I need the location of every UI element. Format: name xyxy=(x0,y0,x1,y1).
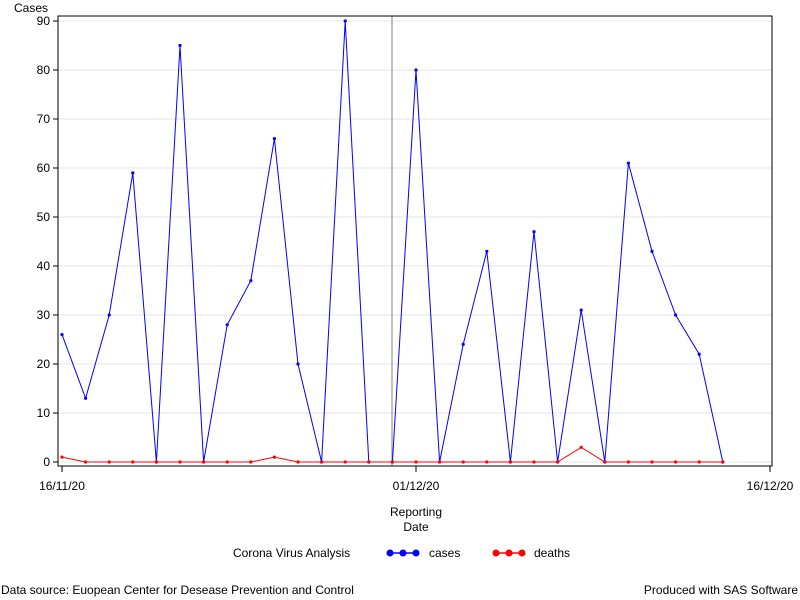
data-point-cases xyxy=(178,43,182,48)
data-point-cases xyxy=(697,352,701,356)
y-tick-label: 40 xyxy=(37,259,51,273)
y-tick-label: 70 xyxy=(37,112,51,126)
x-axis-title-line2: Date xyxy=(403,520,429,534)
data-point-deaths xyxy=(390,460,394,464)
y-axis-title: Cases xyxy=(14,1,48,15)
data-point-deaths xyxy=(249,460,253,464)
data-point-deaths xyxy=(461,460,465,464)
footer-produced: Produced with SAS Software xyxy=(643,583,798,597)
x-tick-label: 16/12/20 xyxy=(747,479,794,493)
data-point-deaths xyxy=(414,460,418,464)
data-point-deaths xyxy=(674,460,678,464)
data-point-cases xyxy=(84,396,88,400)
data-point-deaths xyxy=(296,460,300,464)
data-point-cases xyxy=(343,19,347,23)
data-point-cases xyxy=(107,313,111,317)
data-point-cases xyxy=(60,333,64,337)
y-tick-label: 0 xyxy=(43,455,50,469)
data-point-cases xyxy=(249,279,253,283)
x-tick-label: 01/12/20 xyxy=(393,479,440,493)
data-point-deaths xyxy=(579,445,583,449)
data-point-deaths xyxy=(650,460,654,464)
data-point-deaths xyxy=(343,460,347,464)
series-group xyxy=(60,19,725,464)
legend-label-cases: cases xyxy=(429,546,460,560)
data-point-deaths xyxy=(60,455,64,459)
data-point-deaths xyxy=(697,460,701,464)
data-point-cases xyxy=(461,342,465,346)
footer-source: Data source: Euopean Center for Desease … xyxy=(1,583,354,597)
data-point-cases xyxy=(532,230,536,234)
data-point-deaths xyxy=(178,460,182,464)
data-point-deaths xyxy=(202,460,206,464)
data-point-deaths xyxy=(556,460,560,464)
data-point-deaths xyxy=(626,460,631,464)
data-point-cases xyxy=(650,249,654,253)
data-point-cases xyxy=(296,362,300,366)
data-point-deaths xyxy=(367,460,371,464)
y-tick-label: 20 xyxy=(37,357,51,371)
y-tick-label: 80 xyxy=(37,63,51,77)
data-point-deaths xyxy=(225,460,229,464)
data-point-cases xyxy=(579,308,583,312)
x-tick-label: 16/11/20 xyxy=(39,479,85,493)
data-point-deaths xyxy=(320,460,324,464)
y-tick-label: 60 xyxy=(37,161,51,175)
legend-symbol-cases xyxy=(386,549,420,557)
y-axis: 0 10 20 30 40 50 60 70 80 90 xyxy=(37,14,58,469)
data-point-cases xyxy=(626,161,631,165)
data-point-cases xyxy=(225,323,229,327)
data-point-deaths xyxy=(272,455,276,459)
y-tick-label: 10 xyxy=(37,406,51,420)
data-point-deaths xyxy=(154,460,158,464)
y-tick-label: 30 xyxy=(37,308,51,322)
data-point-cases xyxy=(414,68,418,72)
legend-title: Corona Virus Analysis xyxy=(233,546,350,560)
data-point-deaths xyxy=(485,460,489,464)
data-point-deaths xyxy=(721,460,725,464)
legend: Corona Virus Analysis cases deaths xyxy=(233,546,570,560)
data-point-deaths xyxy=(107,460,111,464)
data-point-deaths xyxy=(508,460,512,464)
y-tick-label: 90 xyxy=(37,14,51,28)
data-point-deaths xyxy=(603,460,607,464)
data-point-cases xyxy=(272,137,276,141)
data-point-deaths xyxy=(131,460,135,464)
legend-label-deaths: deaths xyxy=(534,546,570,560)
data-point-deaths xyxy=(532,460,536,464)
data-point-cases xyxy=(131,171,135,175)
data-point-deaths xyxy=(84,460,88,464)
x-axis-title-line1: Reporting xyxy=(390,505,442,519)
data-point-deaths xyxy=(438,460,442,464)
legend-symbol-deaths xyxy=(492,549,526,557)
y-tick-label: 50 xyxy=(37,210,51,224)
x-axis: 16/11/20 01/12/20 16/12/20 xyxy=(39,466,794,493)
data-point-cases xyxy=(485,249,489,253)
plot-frame xyxy=(57,15,773,467)
data-point-cases xyxy=(674,313,678,317)
